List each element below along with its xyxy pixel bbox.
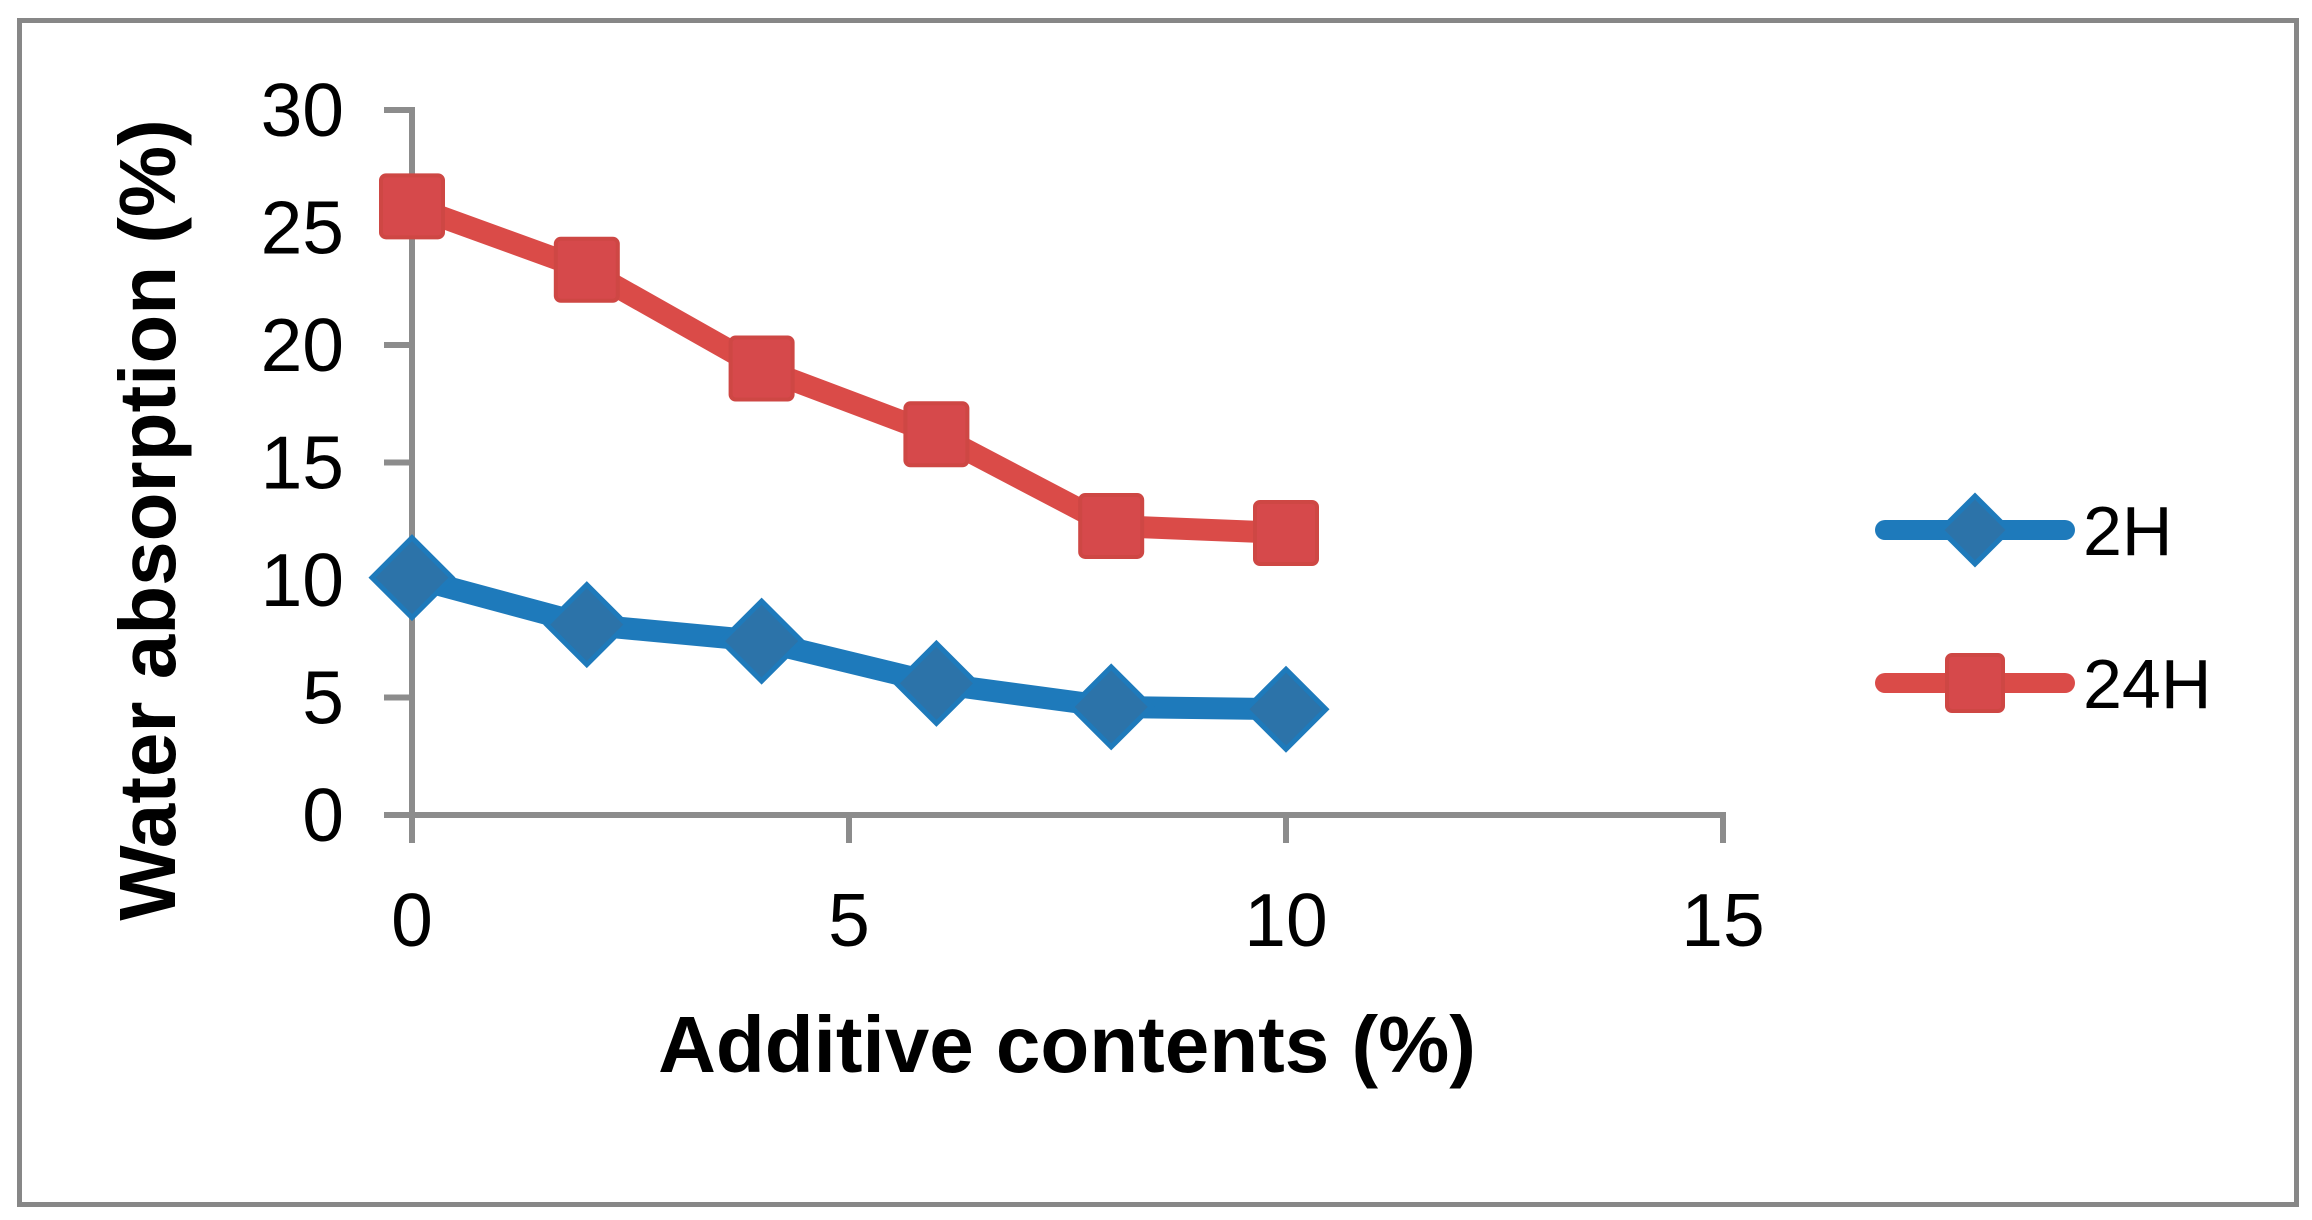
- marker-square: [1253, 500, 1319, 566]
- marker-square: [379, 173, 445, 240]
- marker-square: [553, 236, 620, 303]
- x-axis: 0 5 10 15: [391, 812, 1765, 962]
- x-axis-title: Additive contents (%): [658, 1000, 1476, 1089]
- marker-diamond: [1067, 663, 1155, 751]
- marker-diamond: [892, 639, 980, 727]
- series: [368, 173, 1330, 753]
- marker-diamond: [1937, 492, 2013, 568]
- y-tick-label: 10: [261, 538, 344, 622]
- series-line: [401, 195, 1297, 544]
- y-axis-title: Water absorption (%): [103, 119, 192, 920]
- marker-square: [903, 401, 970, 468]
- x-tick-label: 10: [1244, 878, 1327, 962]
- marker-square: [728, 335, 795, 402]
- marker-square: [1945, 653, 2005, 713]
- series-2H: [368, 534, 1330, 753]
- series-line: [401, 566, 1297, 721]
- legend-entry-24H: 24H: [1875, 645, 2211, 723]
- y-tick-label: 5: [302, 656, 344, 740]
- marker-diamond: [1242, 665, 1330, 753]
- y-tick-label: 30: [261, 68, 344, 152]
- marker-diamond: [368, 534, 456, 622]
- x-tick-label: 5: [828, 878, 870, 962]
- legend-label: 24H: [2083, 645, 2211, 723]
- legend: 2H 24H: [1875, 492, 2211, 723]
- y-tick-label: 15: [261, 421, 344, 505]
- x-tick-label: 0: [391, 878, 433, 962]
- x-tick-label: 15: [1681, 878, 1764, 962]
- legend-entry-2H: 2H: [1875, 492, 2172, 570]
- axes: 0 5 10 15 20 25 30 0 5 10 15: [261, 68, 1765, 962]
- legend-label: 2H: [2083, 492, 2172, 570]
- marker-diamond: [543, 581, 631, 669]
- marker-diamond: [718, 597, 806, 685]
- marker-square: [1078, 492, 1145, 559]
- series-24H: [379, 173, 1319, 566]
- y-tick-label: 25: [261, 186, 344, 270]
- y-tick-label: 20: [261, 303, 344, 387]
- y-tick-label: 0: [302, 773, 344, 857]
